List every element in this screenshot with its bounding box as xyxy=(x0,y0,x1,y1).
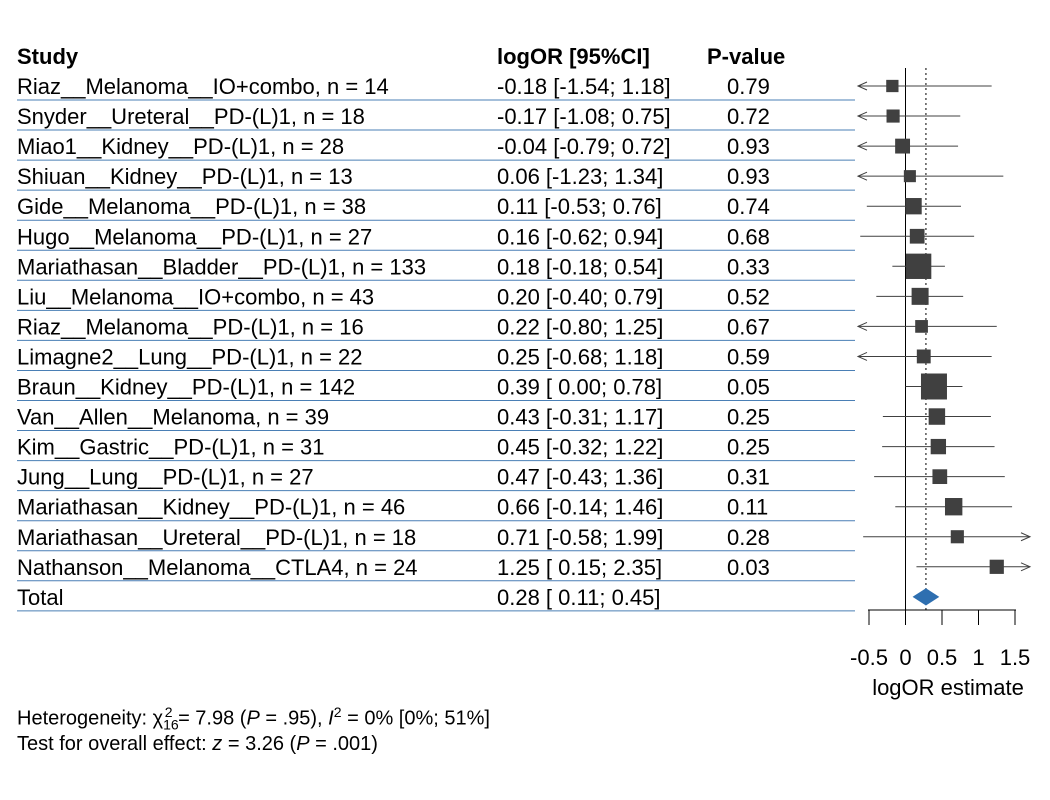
x-tick-label: 0.5 xyxy=(927,645,958,670)
overall-effect-line: Test for overall effect: z = 3.26 (P = .… xyxy=(17,733,378,755)
study-estimate: 0.47 [-0.43; 1.36] xyxy=(497,465,663,490)
study-pvalue: 0.67 xyxy=(727,314,770,339)
estimate-marker xyxy=(911,287,929,305)
study-estimate: 0.16 [-0.62; 0.94] xyxy=(497,224,663,249)
study-label: Riaz__Melanoma__PD-(L)1, n = 16 xyxy=(17,314,364,339)
study-label: Jung__Lung__PD-(L)1, n = 27 xyxy=(17,465,314,490)
study-estimate: -0.04 [-0.79; 0.72] xyxy=(497,134,671,159)
study-label: Van__Allen__Melanoma, n = 39 xyxy=(17,405,329,430)
estimate-marker xyxy=(930,438,947,455)
estimate-marker xyxy=(944,498,963,516)
study-label: Mariathasan__Kidney__PD-(L)1, n = 46 xyxy=(17,495,405,520)
estimate-marker xyxy=(905,198,922,215)
study-pvalue: 0.28 xyxy=(727,525,770,550)
study-pvalue: 0.59 xyxy=(727,344,770,369)
study-label: Nathanson__Melanoma__CTLA4, n = 24 xyxy=(17,555,418,580)
estimate-marker xyxy=(905,253,932,279)
study-pvalue: 0.05 xyxy=(727,375,770,400)
study-label: Miao1__Kidney__PD-(L)1, n = 28 xyxy=(17,134,344,159)
study-pvalue: 0.33 xyxy=(727,254,770,279)
study-pvalue: 0.31 xyxy=(727,465,770,490)
study-estimate: 0.45 [-0.32; 1.22] xyxy=(497,435,663,460)
study-estimate: -0.18 [-1.54; 1.18] xyxy=(497,74,671,99)
study-pvalue: 0.74 xyxy=(727,194,770,219)
study-estimate: 0.71 [-0.58; 1.99] xyxy=(497,525,663,550)
study-label: Snyder__Ureteral__PD-(L)1, n = 18 xyxy=(17,104,365,129)
total-estimate: 0.28 [ 0.11; 0.45] xyxy=(497,585,661,610)
study-estimate: 1.25 [ 0.15; 2.35] xyxy=(497,555,662,580)
estimate-marker xyxy=(950,530,964,544)
ci-left-arrow xyxy=(856,141,868,151)
study-label: Hugo__Melanoma__PD-(L)1, n = 27 xyxy=(17,224,372,249)
study-estimate: 0.11 [-0.53; 0.76] xyxy=(497,194,662,219)
study-pvalue: 0.79 xyxy=(727,74,770,99)
total-label: Total xyxy=(17,585,63,610)
x-tick-label: 1.5 xyxy=(1000,645,1031,670)
ci-left-arrow xyxy=(856,111,868,121)
study-label: Mariathasan__Bladder__PD-(L)1, n = 133 xyxy=(17,254,426,279)
ci-left-arrow xyxy=(856,171,868,181)
x-tick-label: 0 xyxy=(899,645,911,670)
study-pvalue: 0.25 xyxy=(727,435,770,460)
ci-left-arrow xyxy=(856,351,868,361)
study-estimate: -0.17 [-1.08; 0.75] xyxy=(497,104,671,129)
header-pvalue: P-value xyxy=(707,44,785,69)
study-pvalue: 0.25 xyxy=(727,405,770,430)
study-pvalue: 0.93 xyxy=(727,134,770,159)
study-estimate: 0.06 [-1.23; 1.34] xyxy=(497,164,663,189)
ci-right-arrow xyxy=(1020,532,1032,542)
heterogeneity-line: Heterogeneity: χ162 = 7.98 (P = .95), I2… xyxy=(17,704,490,733)
study-pvalue: 0.72 xyxy=(727,104,770,129)
study-estimate: 0.66 [-0.14; 1.46] xyxy=(497,495,663,520)
estimate-marker xyxy=(915,320,928,333)
estimate-marker xyxy=(916,349,931,364)
study-estimate: 0.22 [-0.80; 1.25] xyxy=(497,314,663,339)
estimate-marker xyxy=(989,559,1004,574)
study-label: Liu__Melanoma__IO+combo, n = 43 xyxy=(17,284,374,309)
estimate-marker xyxy=(903,170,916,183)
forest-panel xyxy=(856,68,1032,610)
study-pvalue: 0.93 xyxy=(727,164,770,189)
study-table: Study logOR [95%CI] P-value Riaz__Melanoma_… xyxy=(17,44,855,612)
pooled-diamond xyxy=(912,588,940,606)
x-tick-label: -0.5 xyxy=(850,645,888,670)
header-estimate: logOR [95%CI] xyxy=(497,44,650,69)
estimate-marker xyxy=(886,79,899,93)
study-estimate: 0.39 [ 0.00; 0.78] xyxy=(497,375,662,400)
study-pvalue: 0.11 xyxy=(727,495,768,520)
study-label: Gide__Melanoma__PD-(L)1, n = 38 xyxy=(17,194,366,219)
estimate-marker xyxy=(928,408,946,425)
estimate-marker xyxy=(909,228,925,244)
estimate-marker xyxy=(886,109,900,123)
x-axis-title: logOR estimate xyxy=(872,675,1024,700)
study-label: Riaz__Melanoma__IO+combo, n = 14 xyxy=(17,74,389,99)
estimate-marker xyxy=(895,138,911,154)
study-estimate: 0.18 [-0.18; 0.54] xyxy=(497,254,663,279)
study-label: Shiuan__Kidney__PD-(L)1, n = 13 xyxy=(17,164,353,189)
x-axis: -0.5 0 0.5 1 1.5 logOR estimate xyxy=(850,609,1031,700)
header-study: Study xyxy=(17,44,79,69)
study-label: Mariathasan__Ureteral__PD-(L)1, n = 18 xyxy=(17,525,416,550)
study-pvalue: 0.52 xyxy=(727,284,770,309)
estimate-marker xyxy=(920,373,947,400)
study-estimate: 0.20 [-0.40; 0.79] xyxy=(497,284,663,309)
study-estimate: 0.43 [-0.31; 1.17] xyxy=(497,405,663,430)
ci-right-arrow xyxy=(1020,562,1032,572)
study-label: Kim__Gastric__PD-(L)1, n = 31 xyxy=(17,435,325,460)
study-estimate: 0.25 [-0.68; 1.18] xyxy=(497,344,663,369)
x-tick-label: 1 xyxy=(972,645,984,670)
estimate-marker xyxy=(932,469,948,485)
study-label: Limagne2__Lung__PD-(L)1, n = 22 xyxy=(17,344,363,369)
study-label: Braun__Kidney__PD-(L)1, n = 142 xyxy=(17,375,355,400)
study-pvalue: 0.68 xyxy=(727,224,770,249)
study-pvalue: 0.03 xyxy=(727,555,770,580)
ci-left-arrow xyxy=(856,81,868,91)
ci-left-arrow xyxy=(856,321,868,331)
